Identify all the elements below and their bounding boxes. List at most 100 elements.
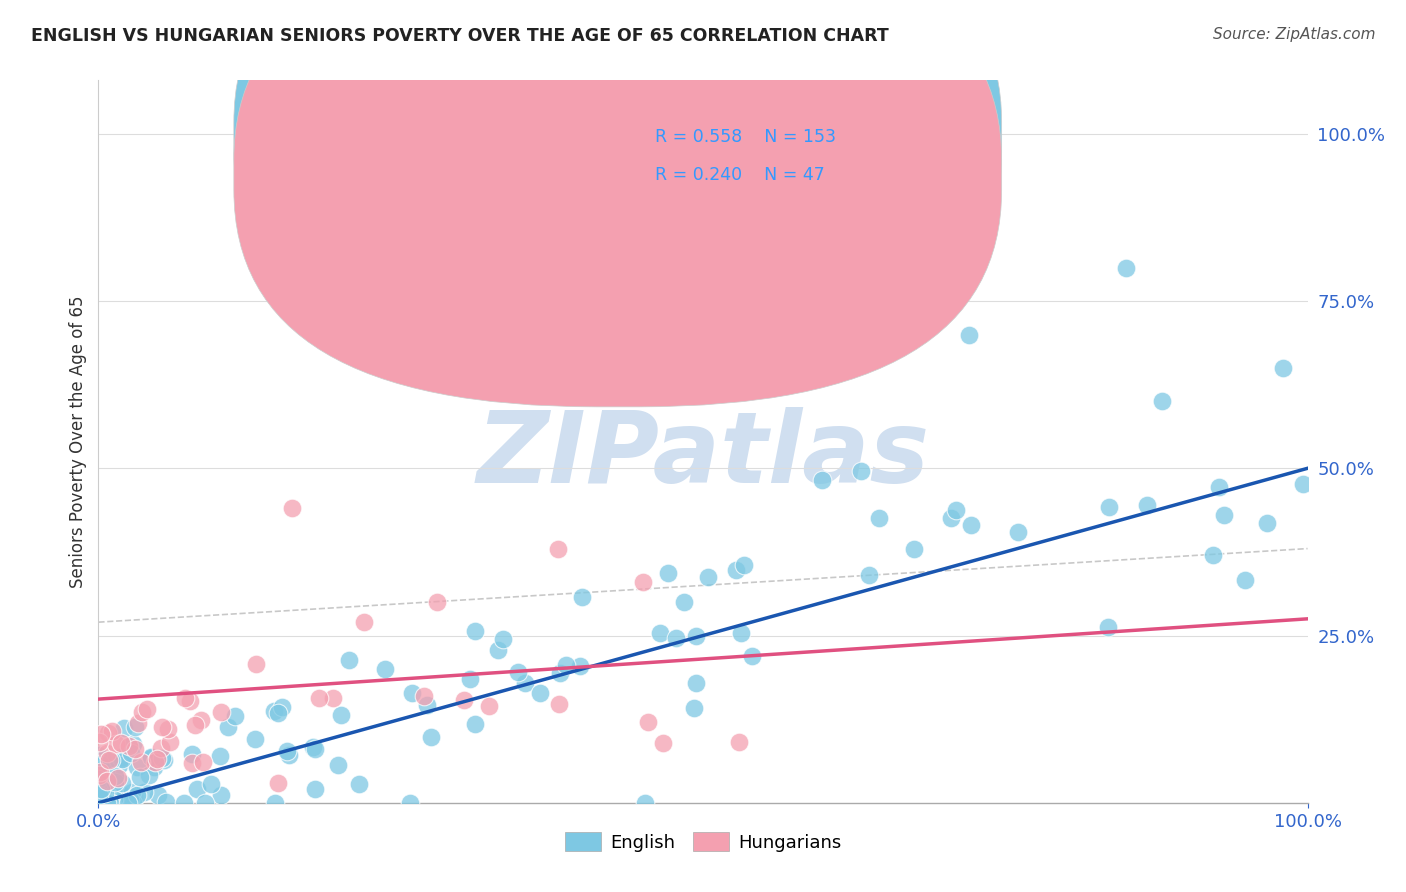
Point [89,764,111,779]
Point [209,705,232,719]
Point [696,570,718,584]
Point [326,758,349,772]
Point [90,782,112,797]
Point [142,760,165,774]
Point [114,721,136,735]
Point [267,706,290,720]
Point [87,770,110,784]
Point [873,294,896,309]
Point [725,563,748,577]
Point [118,739,141,754]
Point [1098,500,1121,515]
Point [101,778,124,792]
Point [672,594,695,608]
Point [173,796,195,810]
Point [488,643,510,657]
Text: ZIPatlas: ZIPatlas [477,408,929,505]
Point [87,796,110,810]
Point [103,777,125,791]
Point [349,777,371,791]
Point [685,629,707,643]
Point [1152,394,1174,409]
Point [665,631,688,645]
Text: Source: ZipAtlas.com: Source: ZipAtlas.com [1212,27,1375,42]
Point [93,796,115,810]
Point [150,721,173,735]
Point [194,796,217,810]
Point [111,750,134,764]
Point [420,730,443,744]
Point [308,690,330,705]
Point [547,541,569,556]
Point [398,796,420,810]
Point [271,700,294,714]
Point [322,691,344,706]
Point [129,755,152,769]
Point [1007,524,1029,539]
Point [93,790,115,805]
Point [957,327,980,342]
Point [477,699,499,714]
Point [90,772,112,787]
Point [96,774,118,789]
Point [508,665,530,680]
Point [101,796,124,810]
Y-axis label: Seniors Poverty Over the Age of 65: Seniors Poverty Over the Age of 65 [69,295,87,588]
Point [101,724,124,739]
Point [91,762,114,776]
Point [851,464,873,478]
Point [548,697,571,711]
Point [128,770,150,784]
Point [111,796,134,810]
Point [90,768,112,782]
Point [728,735,751,749]
Point [120,746,142,760]
Point [132,785,155,799]
Point [110,736,132,750]
Point [89,796,111,810]
Point [155,795,177,809]
Point [89,772,111,786]
Point [91,796,114,810]
Point [683,700,706,714]
Point [103,787,125,801]
Point [121,737,143,751]
Point [87,772,110,786]
Point [903,541,925,556]
Point [733,558,755,573]
Point [267,776,290,790]
Point [193,755,215,769]
Point [200,777,222,791]
Point [87,763,110,777]
Point [96,773,118,788]
Point [87,734,110,748]
Point [150,751,173,765]
Point [648,625,671,640]
Point [96,796,118,810]
Point [103,792,125,806]
Point [90,727,112,741]
Point [146,789,169,803]
Point [91,780,114,795]
Point [555,657,578,672]
Point [127,716,149,731]
Point [730,626,752,640]
Point [127,760,149,774]
Point [858,568,880,582]
Point [276,744,298,758]
Point [159,735,181,749]
Point [657,566,679,581]
Point [263,705,285,719]
Point [302,740,325,755]
Point [492,632,515,646]
Point [401,686,423,700]
Point [100,752,122,766]
Point [1234,573,1257,587]
Point [181,747,204,761]
Point [571,590,593,604]
Point [153,753,176,767]
Point [652,736,675,750]
Point [810,474,832,488]
Point [87,779,110,793]
Point [90,750,112,764]
